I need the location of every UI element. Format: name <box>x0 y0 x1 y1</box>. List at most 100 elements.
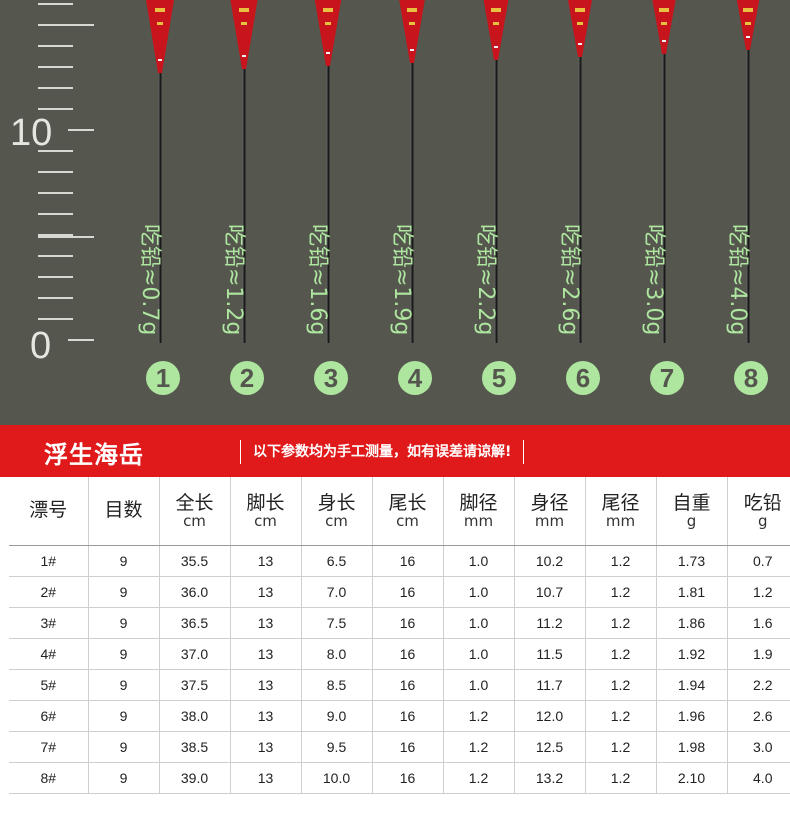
float-weight-label: 吃铅≈2.6g <box>557 224 582 335</box>
table-row: 2# 9 36.0 13 7.0 16 1.0 10.7 1.2 1.81 1.2 <box>9 576 790 608</box>
brand-name: 浮生海岳 <box>44 441 144 469</box>
float-number-badge <box>734 361 768 395</box>
table-cell: 2# <box>9 576 88 608</box>
float-white-band <box>410 49 414 51</box>
float-number-badge <box>566 361 600 395</box>
column-header: 身径 mm <box>513 477 585 546</box>
column-header-unit: cm <box>325 511 348 530</box>
table-cell: 37.5 <box>158 669 230 701</box>
table-cell: 13 <box>229 638 301 670</box>
float-number: 6 <box>576 363 590 393</box>
float-weight-label: 吃铅≈1.9g <box>389 224 414 335</box>
float-gold-marking <box>491 8 501 12</box>
table-cell: 16 <box>371 545 443 577</box>
table-cell: 1.86 <box>655 607 727 639</box>
table-cell: 13 <box>229 669 301 701</box>
column-header: 自重 g <box>655 477 727 546</box>
column-header: 脚径 mm <box>442 477 514 546</box>
column-header-name: 身长 <box>317 491 356 514</box>
table-cell: 36.0 <box>158 576 230 608</box>
table-cell: 1.0 <box>442 576 514 608</box>
table-cell: 9 <box>87 607 159 639</box>
table-cell: 16 <box>371 669 443 701</box>
float-body <box>568 0 592 57</box>
table-cell: 1.2 <box>442 731 514 763</box>
float-gold-marking <box>493 22 499 25</box>
float-body <box>314 0 342 66</box>
table-cell: 1.2 <box>584 700 656 732</box>
column-header-name: 自重 <box>672 491 711 514</box>
table-cell: 10.2 <box>513 545 585 577</box>
float-white-band <box>746 36 750 38</box>
table-cell: 13 <box>229 545 301 577</box>
spec-table: 漂号 目数 全长 cm 脚长 cm 身长 cm 尾长 cm 脚径 mm 身径 mm 尾径 mm 自重 g 吃铅 g 1… <box>9 477 790 794</box>
column-header: 吃铅 g <box>726 477 790 546</box>
table-cell: 1.2 <box>584 545 656 577</box>
table-cell: 9.0 <box>300 700 372 732</box>
column-header-unit: cm <box>396 511 419 530</box>
ruler-label-0: 0 <box>30 325 51 367</box>
table-cell: 9 <box>87 700 159 732</box>
float-white-band <box>494 46 498 48</box>
table-row: 5# 9 37.5 13 8.5 16 1.0 11.7 1.2 1.94 2.2 <box>9 669 790 701</box>
float-number: 3 <box>324 363 338 393</box>
float-body <box>146 0 174 73</box>
float-gold-marking <box>239 8 249 12</box>
table-row: 7# 9 38.5 13 9.5 16 1.2 12.5 1.2 1.98 3.0 <box>9 731 790 763</box>
column-header-unit: cm <box>183 511 206 530</box>
column-header-unit: cm <box>254 511 277 530</box>
float-white-band <box>326 52 330 54</box>
float-weight-label: 吃铅≈2.2g <box>473 224 498 335</box>
float-illustration: 10 0 吃铅≈0.7g 1 吃铅≈1.2g 2 吃铅≈1.6g 3 吃铅≈1.9g 4 吃铅≈2.… <box>10 0 768 395</box>
table-cell: 38.5 <box>158 731 230 763</box>
table-cell: 2.6 <box>726 700 790 732</box>
table-cell: 6.5 <box>300 545 372 577</box>
float-number: 7 <box>660 363 674 393</box>
table-cell: 1.0 <box>442 607 514 639</box>
float-gold-marking <box>745 22 751 25</box>
table-cell: 6# <box>9 700 88 732</box>
table-cell: 5# <box>9 669 88 701</box>
table-row: 4# 9 37.0 13 8.0 16 1.0 11.5 1.2 1.92 1.9 <box>9 638 790 670</box>
float-weight-label: 吃铅≈0.7g <box>137 224 162 335</box>
table-cell: 16 <box>371 700 443 732</box>
float-body <box>230 0 258 69</box>
table-cell: 11.7 <box>513 669 585 701</box>
float-gold-marking <box>155 8 165 12</box>
column-header: 身长 cm <box>300 477 372 546</box>
float-white-band <box>158 59 162 61</box>
table-cell: 4# <box>9 638 88 670</box>
table-cell: 1# <box>9 545 88 577</box>
table-cell: 7# <box>9 731 88 763</box>
table-cell: 12.5 <box>513 731 585 763</box>
table-cell: 10.7 <box>513 576 585 608</box>
table-row: 1# 9 35.5 13 6.5 16 1.0 10.2 1.2 1.73 0.7 <box>9 545 790 577</box>
float-gold-marking <box>323 8 333 12</box>
table-cell: 1.2 <box>584 762 656 794</box>
column-header-unit: mm <box>463 511 494 530</box>
float-weight-label: 吃铅≈1.6g <box>305 224 330 335</box>
table-cell: 12.0 <box>513 700 585 732</box>
table-cell: 1.0 <box>442 669 514 701</box>
column-header-name: 漂号 <box>29 499 68 522</box>
table-cell: 16 <box>371 731 443 763</box>
table-cell: 35.5 <box>158 545 230 577</box>
column-header-name: 脚长 <box>246 491 285 514</box>
table-cell: 1.9 <box>726 638 790 670</box>
column-header: 脚长 cm <box>229 477 301 546</box>
column-header-name: 目数 <box>104 499 143 522</box>
float-gold-marking <box>743 8 753 12</box>
column-header: 全长 cm <box>158 477 230 546</box>
float-white-band <box>662 40 666 42</box>
table-cell: 1.6 <box>726 607 790 639</box>
column-header-name: 全长 <box>175 491 214 514</box>
float-gold-marking <box>407 8 417 12</box>
table-cell: 8.5 <box>300 669 372 701</box>
measurement-note: 以下参数均为手工测量，如有误差请谅解! <box>240 440 525 464</box>
float-body <box>399 0 425 63</box>
float-gold-marking <box>659 8 669 12</box>
table-cell: 1.98 <box>655 731 727 763</box>
float-body <box>652 0 676 54</box>
float-number: 8 <box>744 363 758 393</box>
float-gold-marking <box>661 22 667 25</box>
